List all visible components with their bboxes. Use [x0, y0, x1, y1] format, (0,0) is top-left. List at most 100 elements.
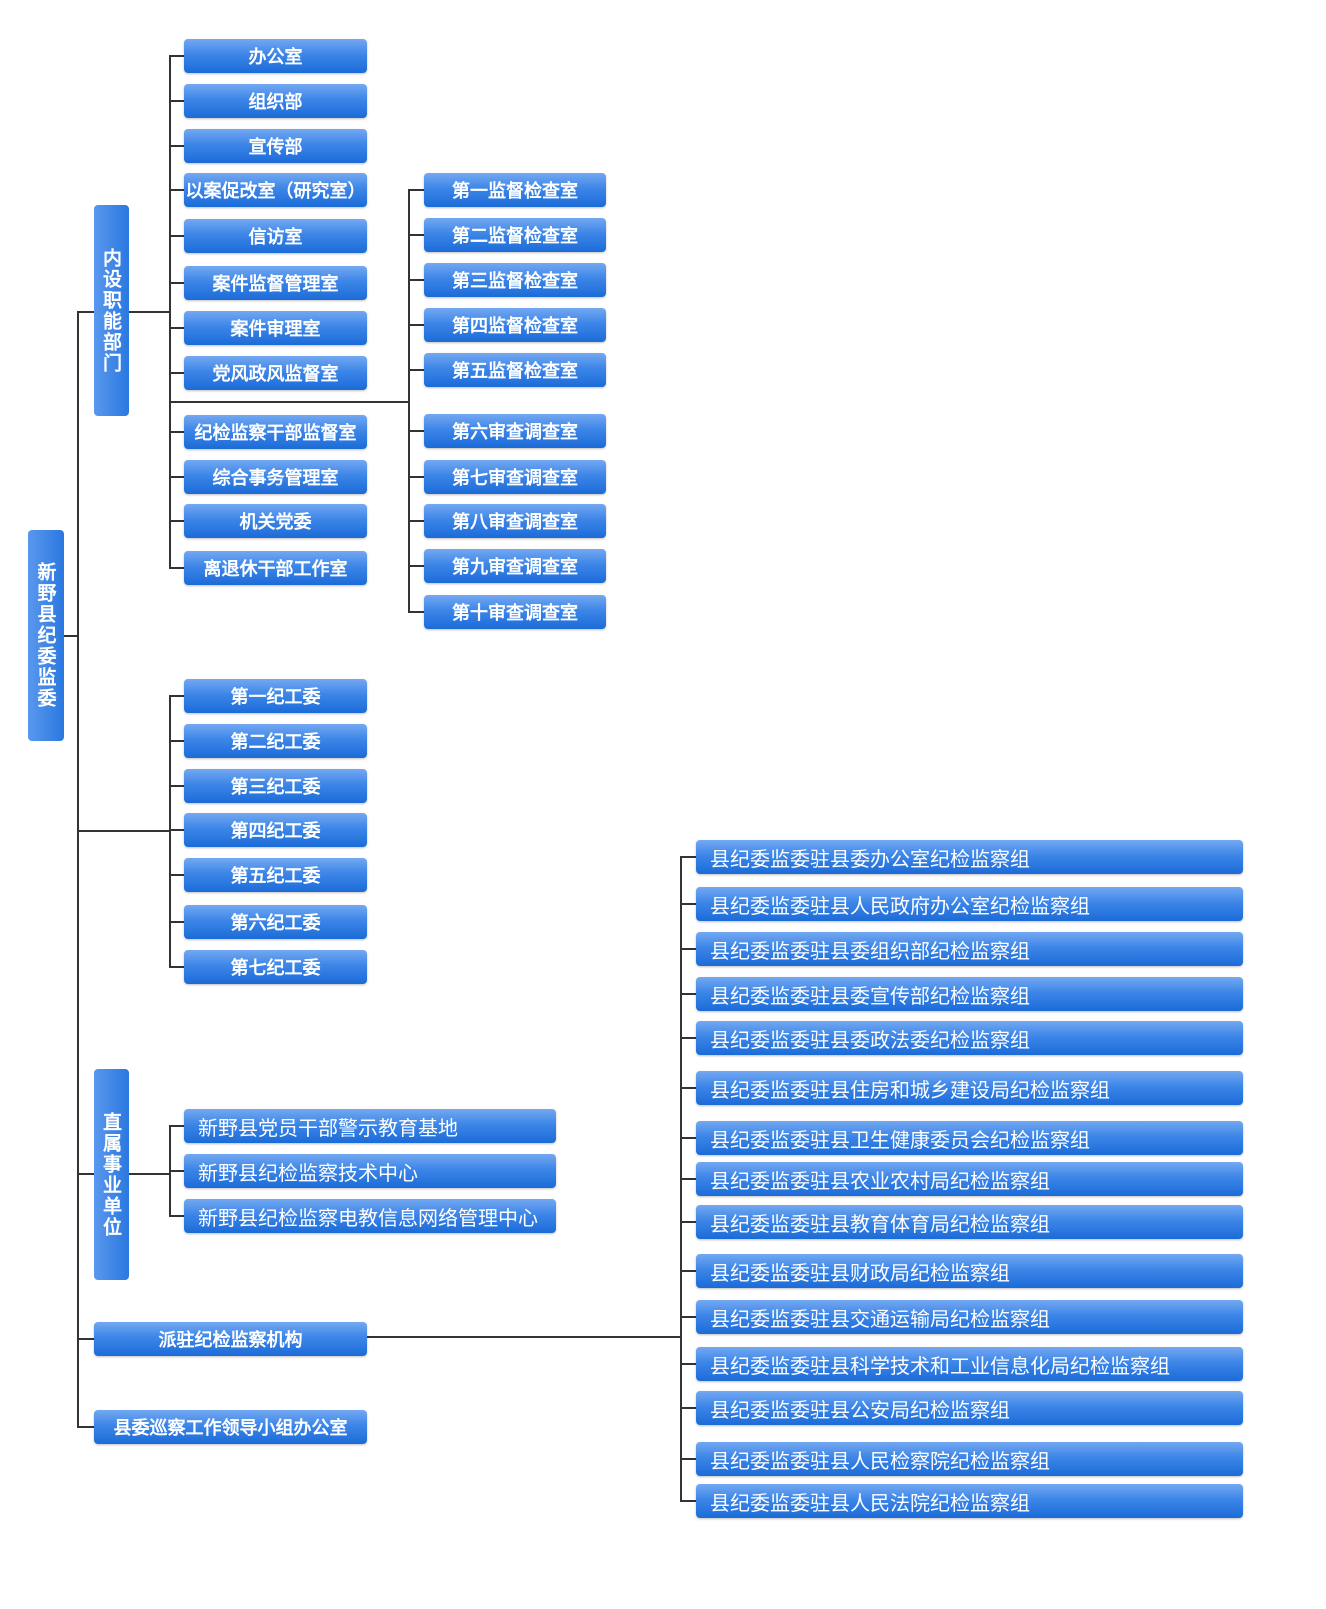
stationed-group-box: 县纪委监委驻县住房和城乡建设局纪检监察组	[696, 1071, 1243, 1105]
connector-line	[681, 1270, 696, 1272]
department-box: 办公室	[184, 39, 367, 73]
office-box: 第十审查调查室	[424, 595, 606, 629]
department-box: 案件审理室	[184, 311, 367, 345]
connector-line	[681, 993, 696, 995]
connector-line	[170, 829, 184, 831]
stationed-group-box: 县纪委监委驻县委组织部纪检监察组	[696, 932, 1243, 966]
committee-box: 第四纪工委	[184, 813, 367, 847]
connector-line	[170, 327, 184, 329]
department-box: 以案促改室（研究室）	[184, 173, 367, 207]
connector-line	[681, 1087, 696, 1089]
connector-line	[77, 311, 79, 1428]
connector-line	[409, 189, 424, 191]
connector-line	[170, 921, 184, 923]
connector-line	[409, 324, 424, 326]
office-box: 第三监督检查室	[424, 263, 606, 297]
office-box: 第九审查调查室	[424, 549, 606, 583]
office-box: 第五监督检查室	[424, 353, 606, 387]
category-stationed-agencies: 派驻纪检监察机构	[94, 1322, 367, 1356]
connector-line	[78, 830, 170, 832]
connector-line	[170, 874, 184, 876]
connector-line	[409, 279, 424, 281]
affiliated-unit-box: 新野县纪检监察电教信息网络管理中心	[184, 1199, 556, 1233]
category-internal-departments: 内设职能部门	[94, 205, 129, 416]
connector-line	[170, 695, 184, 697]
department-box: 综合事务管理室	[184, 460, 367, 494]
category-affiliated-units: 直属事业单位	[94, 1069, 129, 1280]
department-box: 离退休干部工作室	[184, 551, 367, 585]
connector-line	[409, 430, 424, 432]
office-box: 第四监督检查室	[424, 308, 606, 342]
department-box: 组织部	[184, 84, 367, 118]
stationed-group-box: 县纪委监委驻县委宣传部纪检监察组	[696, 977, 1243, 1011]
connector-line	[170, 431, 184, 433]
connector-line	[681, 1363, 696, 1365]
connector-line	[170, 55, 184, 57]
connector-line	[409, 611, 424, 613]
connector-line	[681, 1037, 696, 1039]
stationed-group-box: 县纪委监委驻县公安局纪检监察组	[696, 1391, 1243, 1425]
connector-line	[170, 100, 184, 102]
office-box: 第八审查调查室	[424, 504, 606, 538]
office-box: 第一监督检查室	[424, 173, 606, 207]
connector-line	[169, 55, 171, 569]
connector-line	[170, 966, 184, 968]
connector-line	[170, 372, 184, 374]
connector-line	[681, 1407, 696, 1409]
connector-line	[170, 476, 184, 478]
stationed-group-box: 县纪委监委驻县人民检察院纪检监察组	[696, 1442, 1243, 1476]
committee-box: 第五纪工委	[184, 858, 367, 892]
stationed-group-box: 县纪委监委驻县交通运输局纪检监察组	[696, 1300, 1243, 1334]
connector-line	[367, 1336, 681, 1338]
root-node: 新野县纪委监委	[28, 530, 64, 741]
connector-line	[64, 635, 79, 637]
stationed-group-box: 县纪委监委驻县委政法委纪检监察组	[696, 1021, 1243, 1055]
connector-line	[170, 401, 410, 403]
connector-line	[681, 1137, 696, 1139]
connector-line	[170, 785, 184, 787]
department-box: 案件监督管理室	[184, 266, 367, 300]
connector-line	[170, 740, 184, 742]
connector-line	[170, 1125, 184, 1127]
connector-line	[78, 1338, 94, 1340]
connector-line	[681, 1221, 696, 1223]
connector-line	[78, 1173, 94, 1175]
department-box: 党风政风监督室	[184, 356, 367, 390]
stationed-group-box: 县纪委监委驻县委办公室纪检监察组	[696, 840, 1243, 874]
committee-box: 第一纪工委	[184, 679, 367, 713]
committee-box: 第三纪工委	[184, 769, 367, 803]
connector-line	[78, 311, 94, 313]
connector-line	[681, 856, 696, 858]
connector-line	[170, 520, 184, 522]
office-box: 第七审查调查室	[424, 460, 606, 494]
connector-line	[170, 567, 184, 569]
connector-line	[169, 695, 171, 968]
connector-line	[170, 282, 184, 284]
connector-line	[409, 234, 424, 236]
department-box: 宣传部	[184, 129, 367, 163]
office-box: 第六审查调查室	[424, 414, 606, 448]
connector-line	[409, 476, 424, 478]
connector-line	[681, 1178, 696, 1180]
connector-line	[170, 145, 184, 147]
connector-line	[409, 369, 424, 371]
stationed-group-box: 县纪委监委驻县卫生健康委员会纪检监察组	[696, 1121, 1243, 1155]
inspection-office-box: 县委巡察工作领导小组办公室	[94, 1410, 367, 1444]
connector-line	[129, 1173, 171, 1175]
connector-line	[681, 1458, 696, 1460]
department-box: 信访室	[184, 219, 367, 253]
connector-line	[78, 1426, 94, 1428]
stationed-group-box: 县纪委监委驻县教育体育局纪检监察组	[696, 1205, 1243, 1239]
department-box: 纪检监察干部监督室	[184, 415, 367, 449]
connector-line	[170, 235, 184, 237]
department-box: 机关党委	[184, 504, 367, 538]
connector-line	[170, 1215, 184, 1217]
connector-line	[681, 948, 696, 950]
committee-box: 第二纪工委	[184, 724, 367, 758]
connector-line	[170, 189, 184, 191]
committee-box: 第六纪工委	[184, 905, 367, 939]
connector-line	[681, 1500, 696, 1502]
stationed-group-box: 县纪委监委驻县人民政府办公室纪检监察组	[696, 887, 1243, 921]
connector-line	[129, 311, 171, 313]
committee-box: 第七纪工委	[184, 950, 367, 984]
